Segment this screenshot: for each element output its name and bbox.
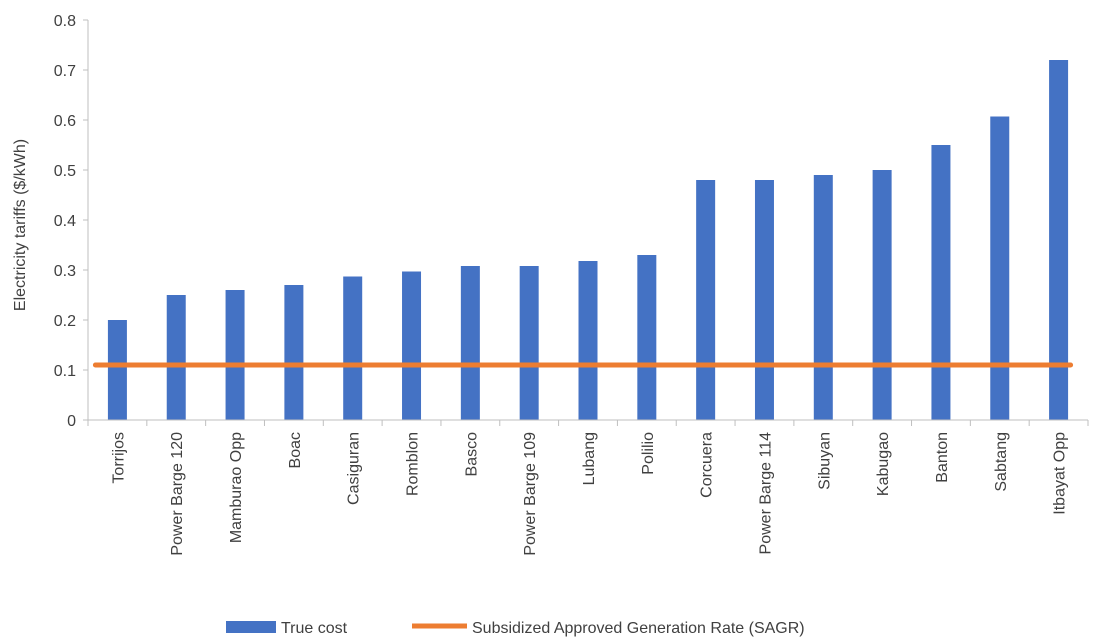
legend-swatch-true-cost	[226, 621, 276, 633]
bar-true-cost	[166, 295, 186, 420]
x-category-label: Power Barge 114	[757, 432, 774, 555]
x-category-label: Boac	[287, 432, 304, 468]
bar-true-cost	[990, 116, 1010, 420]
y-axis-title: Electricity tariffs ($/kWh)	[12, 139, 29, 311]
bar-true-cost	[519, 266, 539, 420]
x-category-label: Sibuyan	[816, 432, 833, 490]
y-tick-label: 0.3	[54, 263, 76, 280]
y-tick-label: 0.2	[54, 313, 76, 330]
x-axis-labels: Torrijos Power Barge 120 Mamburao Opp Boac C…	[110, 432, 1068, 556]
bar-true-cost	[284, 285, 304, 420]
bar-true-cost	[872, 170, 892, 420]
x-category-label: Casiguran	[346, 432, 363, 505]
bar-true-cost	[813, 175, 833, 420]
bar-true-cost	[107, 320, 127, 420]
y-tick-label: 0.8	[54, 13, 76, 30]
legend-label-sagr: Subsidized Approved Generation Rate (SAG…	[472, 620, 805, 637]
x-category-label: Kabugao	[875, 432, 892, 496]
x-axis-ticks	[87, 420, 1089, 426]
x-category-label: Power Barge 109	[522, 432, 539, 556]
x-category-label: Mamburao Opp	[228, 432, 245, 543]
bar-true-cost	[578, 261, 598, 420]
x-category-label: Corcuera	[699, 432, 716, 498]
bar-true-cost	[343, 276, 363, 420]
y-tick-label: 0	[67, 413, 76, 430]
y-tick-label: 0.1	[54, 363, 76, 380]
x-category-label: Lubang	[581, 432, 598, 485]
x-category-label: Basco	[463, 432, 480, 477]
bar-true-cost	[402, 271, 422, 420]
bar-true-cost	[696, 180, 716, 420]
y-tick-label: 0.4	[54, 213, 76, 230]
y-tick-label: 0.5	[54, 163, 76, 180]
bars	[107, 60, 1069, 420]
bar-true-cost	[460, 266, 480, 420]
bar-true-cost	[754, 180, 774, 420]
x-category-label: Itbayat Opp	[1052, 432, 1069, 515]
x-category-label: Polilio	[640, 432, 657, 475]
legend: True cost Subsidized Approved Generation…	[226, 620, 805, 637]
x-category-label: Torrijos	[110, 432, 127, 484]
bar-true-cost	[637, 255, 657, 420]
x-category-label: Power Barge 120	[169, 432, 186, 556]
x-category-label: Romblon	[405, 432, 422, 496]
bar-true-cost	[225, 290, 245, 420]
y-tick-label: 0.7	[54, 63, 76, 80]
y-tick-label: 0.6	[54, 113, 76, 130]
x-category-label: Sabtang	[993, 432, 1010, 492]
bar-true-cost	[1049, 60, 1069, 420]
legend-label-true-cost: True cost	[281, 620, 348, 637]
x-category-label: Banton	[934, 432, 951, 483]
bar-true-cost	[931, 145, 951, 420]
y-axis-ticks: 0 0.1 0.2 0.3 0.4 0.5 0.6 0.7 0.8	[54, 13, 88, 430]
